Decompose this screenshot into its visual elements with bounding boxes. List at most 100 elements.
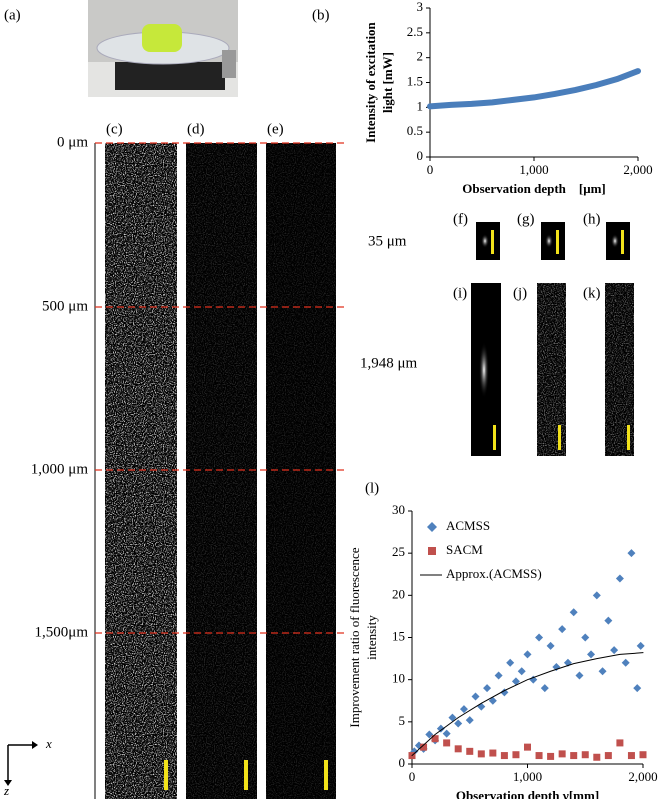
depth-lines (95, 142, 345, 634)
y-axis-title: Intensity of excitation (363, 21, 378, 142)
x-tick-label: 0 (427, 162, 434, 177)
point (425, 730, 434, 739)
panel-label: (i) (453, 285, 467, 301)
point (477, 750, 485, 758)
point (593, 753, 601, 761)
panel-label: (a) (4, 7, 21, 23)
point (448, 713, 457, 722)
point (465, 716, 474, 725)
point (615, 574, 624, 583)
point (466, 747, 474, 755)
depth-labels: 0 μm 500 μm 1,000 μm 1,500μm (31, 134, 89, 640)
point (494, 671, 503, 680)
point (627, 549, 636, 558)
x-tick-label: 2,000 (623, 162, 652, 177)
point (523, 650, 532, 659)
point (547, 752, 555, 760)
x-tick-label: 0 (409, 769, 416, 784)
y-axis-title: intensity (364, 615, 379, 660)
y-tick-label: 1 (417, 98, 424, 113)
point (627, 752, 635, 760)
point (431, 735, 439, 743)
depth-label: 1,000 μm (31, 461, 89, 477)
point (512, 751, 520, 759)
axis-label: x (45, 736, 52, 751)
y-axis-title: light [mW] (380, 52, 395, 113)
point (454, 745, 462, 753)
y-tick-label: 2 (417, 49, 424, 64)
point (636, 641, 645, 650)
legend-marker (428, 547, 436, 555)
point (592, 591, 601, 600)
point (500, 752, 508, 760)
point (420, 743, 428, 751)
point (575, 671, 584, 680)
photo (88, 0, 238, 97)
panel-label: (h) (583, 211, 601, 227)
point (500, 688, 509, 697)
y-tick-label: 25 (392, 544, 405, 559)
point (546, 641, 555, 650)
depth-label: 1,500μm (35, 624, 89, 640)
y-axis-title: Improvement ratio of fluorescence (347, 547, 362, 727)
point (535, 752, 543, 760)
panel-label: (k) (583, 285, 601, 301)
legend-label: Approx.(ACMSS) (446, 566, 542, 581)
point (488, 696, 497, 705)
panel-label: (l) (365, 480, 379, 496)
point (517, 667, 526, 676)
y-tick-label: 20 (392, 586, 405, 601)
legend-label: ACMSS (446, 518, 490, 533)
point (489, 749, 497, 757)
point (558, 625, 567, 634)
panel-label: (j) (513, 285, 527, 301)
depth-label: 0 μm (57, 134, 88, 150)
y-tick-label: 3 (417, 0, 424, 14)
panel-label: (g) (517, 211, 535, 227)
point (511, 677, 520, 686)
y-tick-label: 1.5 (407, 73, 423, 88)
point (506, 658, 515, 667)
y-tick-label: 30 (392, 502, 405, 517)
y-tick-label: 10 (392, 671, 405, 686)
y-tick-label: 0.5 (407, 123, 423, 138)
y-tick-label: 0 (417, 148, 424, 163)
point (610, 646, 619, 655)
point (581, 633, 590, 642)
point (540, 684, 549, 693)
panel-label: (b) (312, 7, 330, 23)
x-tick-label: 1,000 (519, 162, 548, 177)
point (604, 616, 613, 625)
y-tick-label: 2.5 (407, 24, 423, 39)
legend-label: SACM (446, 542, 483, 557)
point (436, 724, 445, 733)
point (459, 705, 468, 714)
point (558, 750, 566, 758)
point (483, 684, 492, 693)
point (443, 739, 451, 747)
point (581, 751, 589, 759)
point (471, 692, 480, 701)
axis-indicator: x z (3, 736, 52, 798)
point (587, 650, 596, 659)
point (454, 719, 463, 728)
series-line (427, 68, 641, 110)
axis-label: z (3, 783, 9, 798)
point (524, 743, 531, 751)
panel-label: (e) (267, 121, 284, 137)
x-tick-label: 1,000 (513, 769, 542, 784)
point (633, 684, 642, 693)
panel-label: (d) (187, 121, 205, 137)
point (598, 667, 607, 676)
row-label: 35 μm (368, 233, 407, 249)
x-axis-title: Observation depth γ[mm] (456, 788, 599, 799)
panel-label: (f) (453, 211, 468, 227)
point (535, 633, 544, 642)
x-tick-label: 2,000 (628, 769, 657, 784)
depth-images (105, 143, 336, 799)
legend-marker (427, 522, 437, 532)
psf-images (471, 222, 634, 456)
point (616, 739, 624, 747)
point (529, 675, 538, 684)
